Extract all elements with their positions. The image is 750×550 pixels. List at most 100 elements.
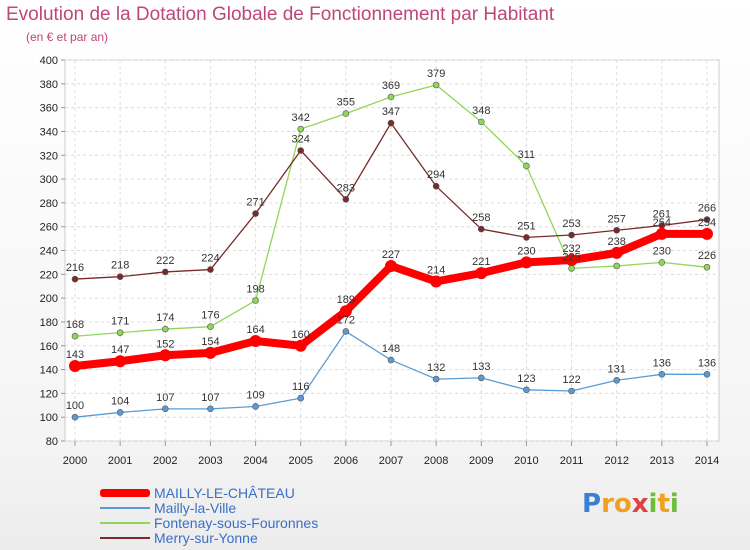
- data-point: [658, 371, 666, 378]
- legend-swatch-mailly-la-ville: [100, 507, 150, 509]
- data-point: [252, 210, 259, 217]
- data-label: 152: [156, 338, 174, 350]
- x-tick-label: 2006: [334, 455, 358, 467]
- data-label: 164: [246, 324, 264, 336]
- y-tick-label: 260: [40, 222, 58, 234]
- data-point: [568, 387, 575, 395]
- data-point: [523, 162, 530, 170]
- data-point: [161, 405, 169, 413]
- legend-item-merry: Merry-sur-Yonne: [100, 530, 400, 546]
- data-label: 218: [111, 260, 129, 272]
- data-label: 136: [653, 357, 671, 369]
- data-label: 132: [427, 362, 445, 374]
- data-label: 232: [562, 243, 580, 255]
- legend-label: Mailly-la-Ville: [154, 500, 237, 516]
- x-tick-label: 2014: [695, 455, 719, 467]
- data-label: 355: [337, 97, 355, 109]
- data-point: [161, 268, 169, 276]
- data-label: 221: [472, 256, 490, 268]
- x-tick-label: 2001: [108, 455, 132, 467]
- data-point: [703, 263, 711, 271]
- logo-letter: i: [669, 489, 679, 519]
- y-tick-label: 400: [40, 55, 58, 67]
- data-point: [207, 323, 214, 331]
- data-point: [387, 93, 395, 101]
- data-label: 283: [337, 182, 355, 194]
- data-point: [523, 386, 530, 394]
- data-label: 147: [111, 344, 129, 356]
- data-point: [342, 196, 350, 203]
- data-point: [71, 413, 79, 421]
- data-label: 258: [472, 212, 490, 224]
- y-axis-ticks: 80 100 120 140 160 180 200 220 240 260 280 300 320 34…: [40, 55, 65, 448]
- data-label: 189: [337, 294, 355, 306]
- data-point: [477, 118, 485, 126]
- logo-letter: r: [601, 489, 614, 519]
- data-label: 230: [653, 245, 671, 257]
- data-point: [523, 234, 530, 241]
- y-tick-label: 360: [40, 103, 58, 115]
- data-label: 238: [608, 236, 626, 248]
- data-point: [432, 375, 440, 383]
- data-label: 136: [698, 357, 716, 369]
- y-tick-label: 340: [40, 126, 58, 138]
- data-point: [116, 409, 124, 416]
- x-tick-label: 2005: [288, 455, 312, 467]
- data-point: [613, 226, 621, 234]
- data-point: [297, 147, 305, 154]
- logo-letter: i: [648, 489, 658, 519]
- x-tick-label: 2010: [514, 455, 538, 467]
- data-label: 261: [653, 208, 671, 220]
- legend-label: Merry-sur-Yonne: [154, 530, 258, 546]
- y-tick-label: 300: [40, 174, 58, 186]
- data-label: 227: [382, 249, 400, 261]
- data-point: [207, 266, 214, 273]
- x-tick-label: 2002: [153, 455, 177, 467]
- y-tick-label: 380: [40, 79, 58, 91]
- legend-swatch-fontenay: [100, 522, 150, 524]
- x-tick-label: 2013: [650, 455, 674, 467]
- data-point: [342, 110, 350, 117]
- logo-letter: t: [657, 489, 670, 519]
- data-label: 172: [337, 314, 355, 326]
- legend-item-fontenay: Fontenay-sous-Fouronnes: [100, 515, 400, 531]
- data-label: 224: [201, 253, 219, 265]
- legend-item-mailly-la-ville: Mailly-la-Ville: [100, 500, 400, 516]
- data-label: 226: [698, 250, 716, 262]
- y-tick-label: 220: [40, 269, 58, 281]
- y-tick-label: 320: [40, 150, 58, 162]
- data-label: 230: [517, 245, 535, 257]
- x-tick-label: 2011: [560, 455, 584, 467]
- data-label: 171: [111, 316, 129, 328]
- data-point: [385, 259, 397, 272]
- legend-swatch-merry: [100, 537, 150, 539]
- data-point: [116, 329, 124, 336]
- logo-letter: P: [582, 489, 602, 519]
- data-point: [610, 246, 623, 259]
- data-label: 107: [156, 392, 174, 404]
- data-label: 198: [246, 284, 264, 296]
- y-tick-label: 280: [40, 198, 58, 210]
- data-label: 107: [201, 392, 219, 404]
- data-label: 311: [518, 149, 536, 161]
- legend-swatch-mailly-le-chateau: [100, 489, 150, 497]
- data-labels: 143 147 152 154 164 160 189 227 214 221 230 232 238 2…: [66, 68, 716, 412]
- data-label: 148: [382, 343, 400, 355]
- data-point: [69, 359, 81, 372]
- data-point: [613, 376, 621, 384]
- legend-label: Fontenay-sous-Fouronnes: [154, 515, 319, 531]
- data-label: 131: [608, 363, 626, 375]
- proxiti-logo: Proxiti: [582, 489, 679, 519]
- data-label: 174: [156, 312, 174, 324]
- data-point: [294, 339, 307, 352]
- x-tick-label: 2008: [424, 455, 448, 467]
- x-tick-label: 2004: [243, 455, 267, 467]
- logo-letter: o: [613, 489, 632, 519]
- data-label: 257: [608, 213, 626, 225]
- data-point: [297, 125, 305, 133]
- y-tick-label: 180: [40, 317, 58, 329]
- data-label: 271: [246, 197, 264, 209]
- data-point: [613, 262, 621, 270]
- data-point: [342, 328, 350, 335]
- data-label: 216: [66, 262, 84, 274]
